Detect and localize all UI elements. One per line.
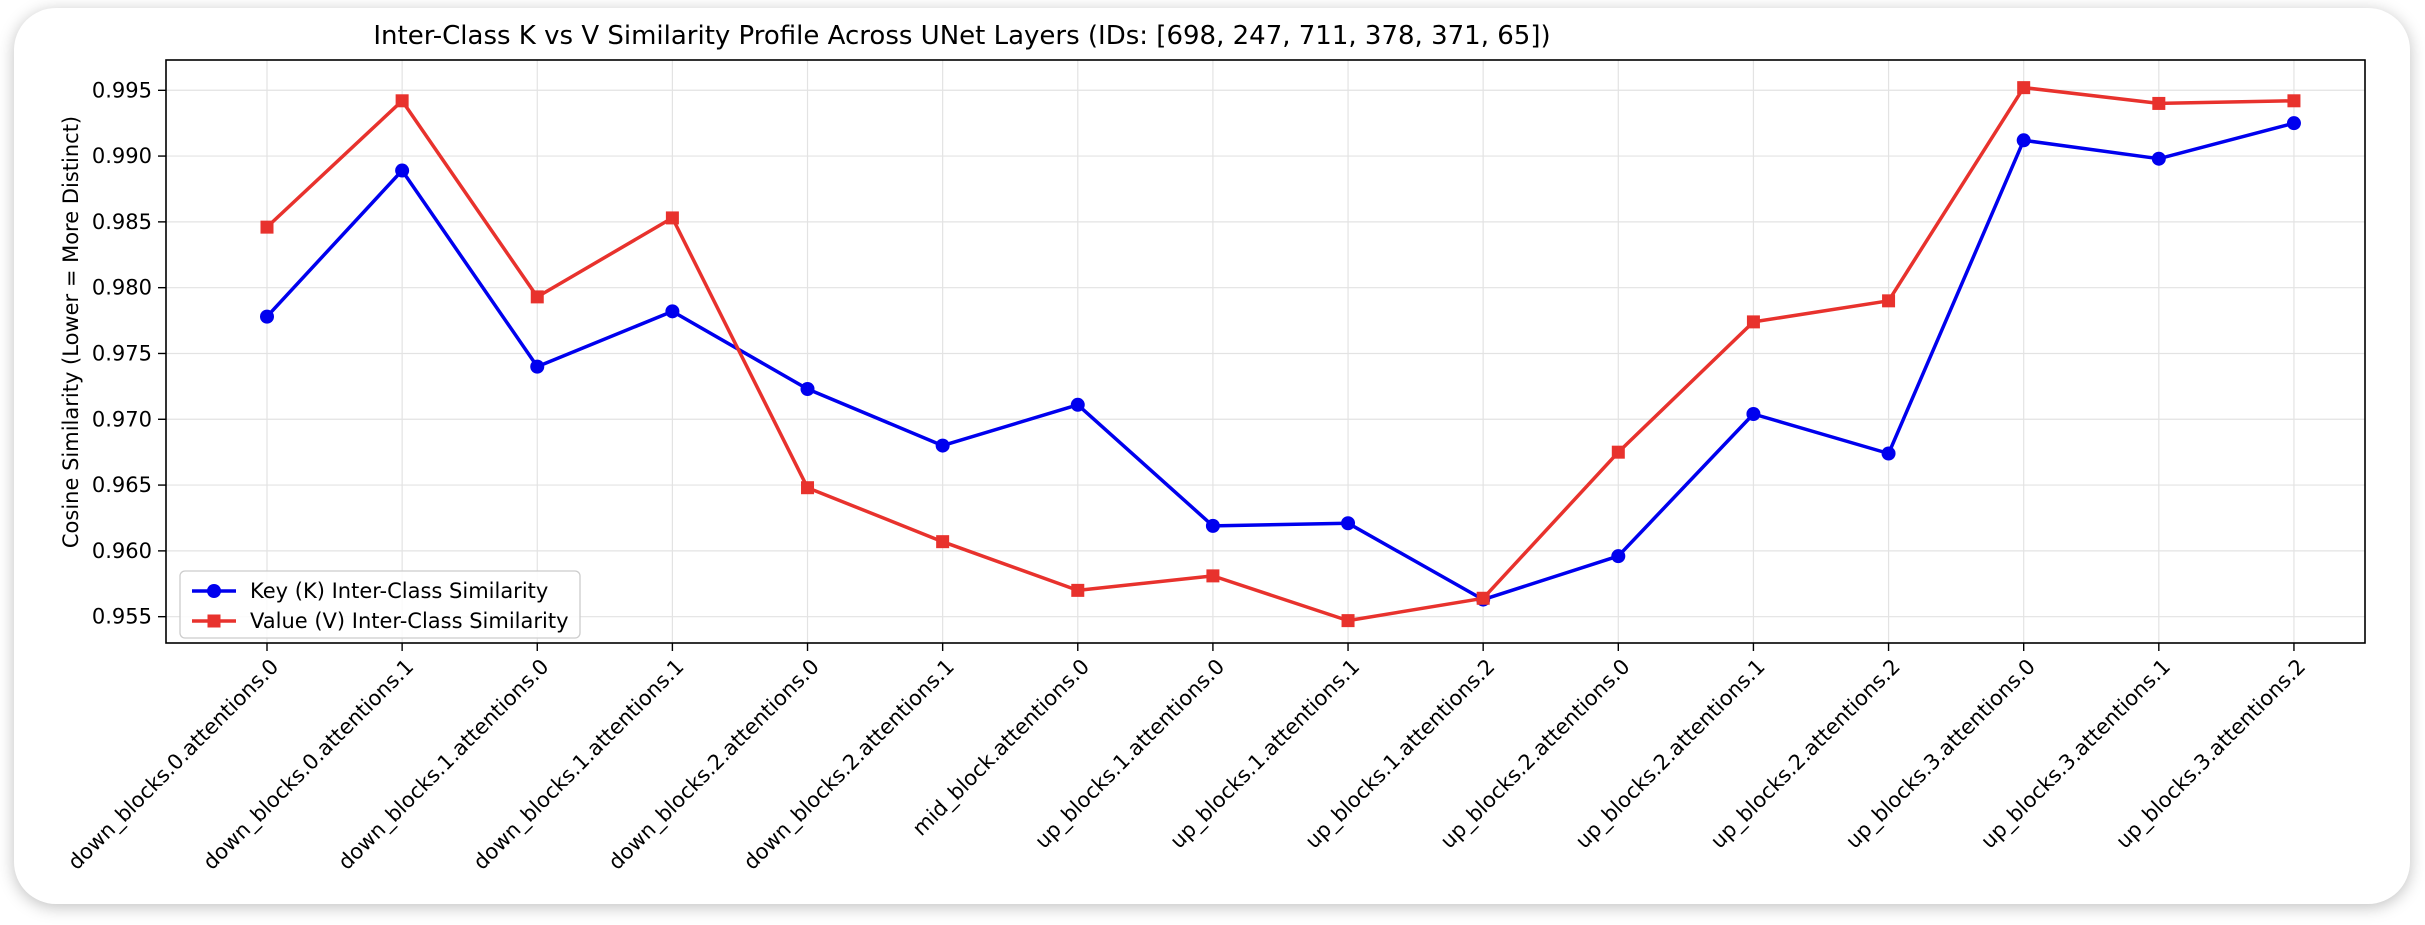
y-tick-label: 0.975 bbox=[92, 341, 152, 365]
x-tick-label: down_blocks.2.attentions.1 bbox=[739, 654, 960, 875]
value-point bbox=[1341, 614, 1355, 628]
series-layer bbox=[260, 81, 2301, 628]
key-point bbox=[530, 359, 545, 374]
value-point bbox=[1611, 445, 1625, 459]
key-point bbox=[1881, 446, 1896, 461]
value-point bbox=[395, 94, 409, 108]
value-point bbox=[2017, 81, 2031, 95]
legend-box bbox=[179, 570, 581, 639]
x-tick-label: down_blocks.1.attentions.0 bbox=[333, 654, 554, 875]
grid-layer bbox=[166, 60, 2365, 643]
value-point bbox=[2152, 96, 2166, 110]
key-point bbox=[260, 309, 274, 324]
value-point bbox=[1746, 315, 1760, 329]
key-point bbox=[800, 382, 815, 397]
line-chart: Inter-Class K vs V Similarity Profile Ac… bbox=[59, 21, 2366, 875]
key-point bbox=[1205, 518, 1220, 533]
value-point bbox=[1476, 591, 1490, 605]
y-tick-label: 0.955 bbox=[92, 605, 152, 629]
value-point bbox=[665, 211, 679, 225]
x-tick-label: down_blocks.0.attentions.0 bbox=[63, 654, 284, 875]
series-line-1 bbox=[265, 85, 2294, 623]
key-point bbox=[1341, 516, 1356, 531]
value-point bbox=[2287, 94, 2301, 108]
x-axis: down_blocks.0.attentions.0down_blocks.0.… bbox=[63, 643, 2311, 875]
key-point bbox=[1070, 397, 1085, 412]
legend-marker bbox=[207, 584, 221, 598]
y-tick-label: 0.960 bbox=[92, 539, 152, 563]
key-point bbox=[1611, 549, 1626, 564]
value-point bbox=[1882, 294, 1896, 308]
legend-label: Key (K) Inter-Class Similarity bbox=[250, 579, 548, 603]
y-tick-label: 0.970 bbox=[92, 407, 152, 431]
value-point bbox=[936, 535, 950, 549]
key-point bbox=[935, 438, 950, 453]
legend: Key (K) Inter-Class Similarity Value (V) … bbox=[179, 570, 581, 639]
y-tick-label: 0.965 bbox=[92, 473, 152, 497]
plot-frame bbox=[165, 59, 2366, 644]
x-tick-label: down_blocks.1.attentions.1 bbox=[469, 654, 690, 875]
x-tick-label: down_blocks.2.attentions.0 bbox=[604, 654, 825, 875]
series-line-0 bbox=[265, 121, 2295, 602]
y-axis: 0.955 0.960 0.965 0.970 0.975 0.980 0.985 0.990… bbox=[92, 78, 166, 629]
y-tick-label: 0.985 bbox=[92, 210, 152, 234]
x-tick-label: down_blocks.0.attentions.1 bbox=[198, 654, 419, 875]
value-point bbox=[1071, 583, 1085, 597]
key-point bbox=[2016, 133, 2031, 148]
y-axis-label: Cosine Similarity (Lower = More Distinct… bbox=[59, 116, 83, 548]
key-point bbox=[2286, 116, 2301, 131]
value-point bbox=[260, 220, 274, 234]
value-point bbox=[801, 481, 815, 495]
chart-title: Inter-Class K vs V Similarity Profile Ac… bbox=[373, 21, 1550, 51]
value-point bbox=[530, 290, 544, 304]
legend-marker bbox=[207, 614, 221, 628]
y-tick-label: 0.995 bbox=[92, 78, 152, 102]
key-point bbox=[665, 304, 680, 319]
value-point bbox=[1206, 569, 1220, 583]
y-tick-label: 0.980 bbox=[92, 276, 152, 300]
key-point bbox=[395, 163, 410, 178]
key-point bbox=[2151, 151, 2166, 166]
y-tick-label: 0.990 bbox=[92, 144, 152, 168]
chart-card: Inter-Class K vs V Similarity Profile Ac… bbox=[14, 8, 2410, 904]
key-point bbox=[1746, 407, 1761, 422]
legend-label: Value (V) Inter-Class Similarity bbox=[250, 609, 569, 633]
